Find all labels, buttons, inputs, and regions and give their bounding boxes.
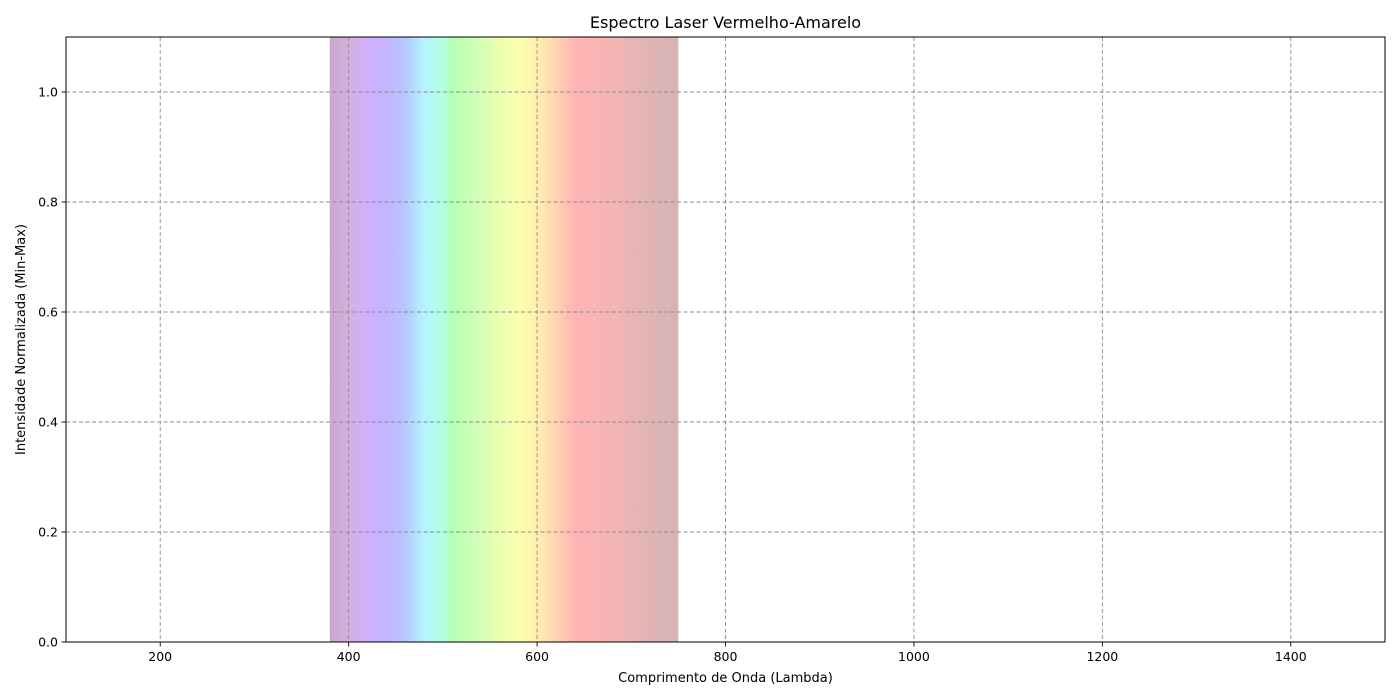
y-tick-label: 1.0 [38, 85, 58, 100]
plot-area: 200 400 600 800 1000 1200 1400 0.0 0.2 0.4 0.6 0.8 1… [38, 36, 1386, 664]
x-tick-label: 1200 [1086, 649, 1118, 664]
chart-title: Espectro Laser Vermelho-Amarelo [590, 13, 861, 32]
x-tick-label: 600 [525, 649, 549, 664]
x-tick-label: 800 [714, 649, 738, 664]
x-axis-label: Comprimento de Onda (Lambda) [618, 671, 833, 686]
visible-spectrum-band [329, 37, 679, 642]
y-tick-label: 0.4 [38, 415, 58, 430]
y-tick-label: 0.2 [38, 525, 58, 540]
y-tick-label: 0.0 [38, 635, 58, 650]
y-tick-label: 0.6 [38, 305, 58, 320]
x-tick-label: 400 [337, 649, 361, 664]
y-axis-label: Intensidade Normalizada (Min-Max) [14, 224, 29, 455]
x-tick-label: 1400 [1275, 649, 1307, 664]
x-tick-label: 200 [148, 649, 172, 664]
y-tick-label: 0.8 [38, 195, 58, 210]
x-tick-label: 1000 [898, 649, 930, 664]
